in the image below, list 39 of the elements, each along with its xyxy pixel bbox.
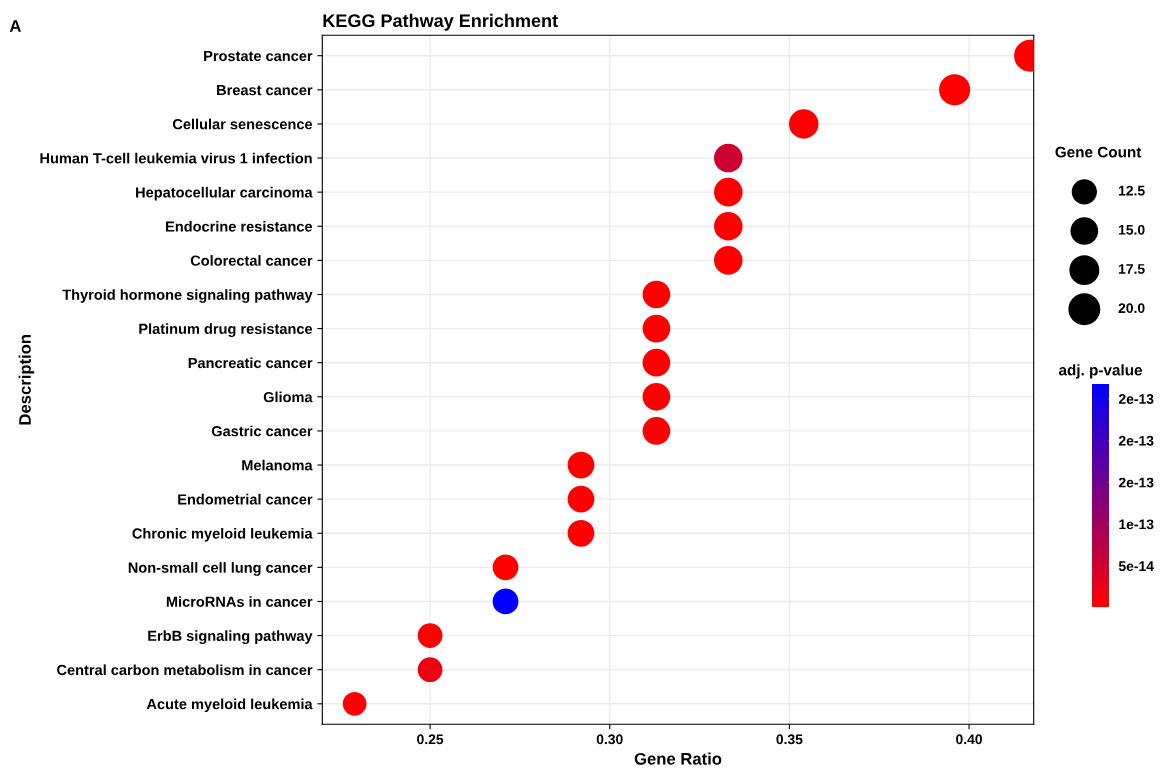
y-tick-label: Thyroid hormone signaling pathway: [62, 289, 313, 303]
chart-title: KEGG Pathway Enrichment: [323, 13, 558, 31]
y-tick-label: MicroRNAs in cancer: [166, 596, 313, 607]
x-axis-title: Gene Ratio: [634, 752, 722, 765]
y-tick-label: Central carbon metabolism in cancer: [57, 664, 313, 676]
color-bar-label: 2e-13: [1118, 477, 1154, 488]
y-axis-title: Description: [18, 334, 35, 425]
y-tick-label: Breast cancer: [217, 85, 313, 96]
legend-label: 15.0: [1118, 224, 1145, 235]
y-tick-label: Endometrial cancer: [178, 493, 313, 505]
color-bar-label: 2e-13: [1118, 435, 1154, 446]
x-tick-label: 0.35: [776, 734, 803, 745]
x-tick-label: 0.40: [956, 734, 982, 745]
legend-label: 20.0: [1118, 303, 1145, 314]
y-tick-label: Endocrine resistance: [166, 220, 313, 232]
y-tick-label: Cellular senescence: [172, 118, 313, 130]
legend-title: Gene Count: [1055, 146, 1142, 158]
color-bar-label: 5e-14: [1118, 561, 1154, 572]
x-tick-label: 0.25: [417, 734, 444, 745]
color-bar-label: 1e-13: [1119, 519, 1154, 530]
y-tick-label: Non-small cell lung cancer: [128, 562, 313, 576]
y-tick-label: Prostate cancer: [204, 50, 313, 62]
y-tick-label: Melanoma: [242, 459, 313, 471]
y-tick-label: Hepatocellular carcinoma: [136, 186, 313, 201]
text: A: [9, 20, 21, 32]
y-tick-label: ErbB signaling pathway: [148, 630, 313, 644]
y-tick-label: Pancreatic cancer: [188, 357, 313, 369]
y-tick-label: Colorectal cancer: [190, 255, 313, 266]
legend-label: 17.5: [1118, 264, 1145, 274]
y-tick-label: Acute myeloid leukemia: [146, 698, 313, 713]
legend-label: 12.5: [1118, 185, 1145, 196]
y-tick-label: Gastric cancer: [211, 425, 313, 437]
y-tick-label: Human T-cell leukemia virus 1 infection: [40, 152, 312, 164]
color-bar-label: 2e-13: [1118, 394, 1154, 404]
y-tick-label: Chronic myeloid leukemia: [132, 527, 313, 542]
y-tick-label: Glioma: [263, 391, 313, 403]
y-tick-label: Platinum drug resistance: [139, 323, 313, 337]
x-tick-label: 0.30: [596, 734, 623, 745]
color-bar-title: adj. p-value: [1058, 364, 1143, 379]
